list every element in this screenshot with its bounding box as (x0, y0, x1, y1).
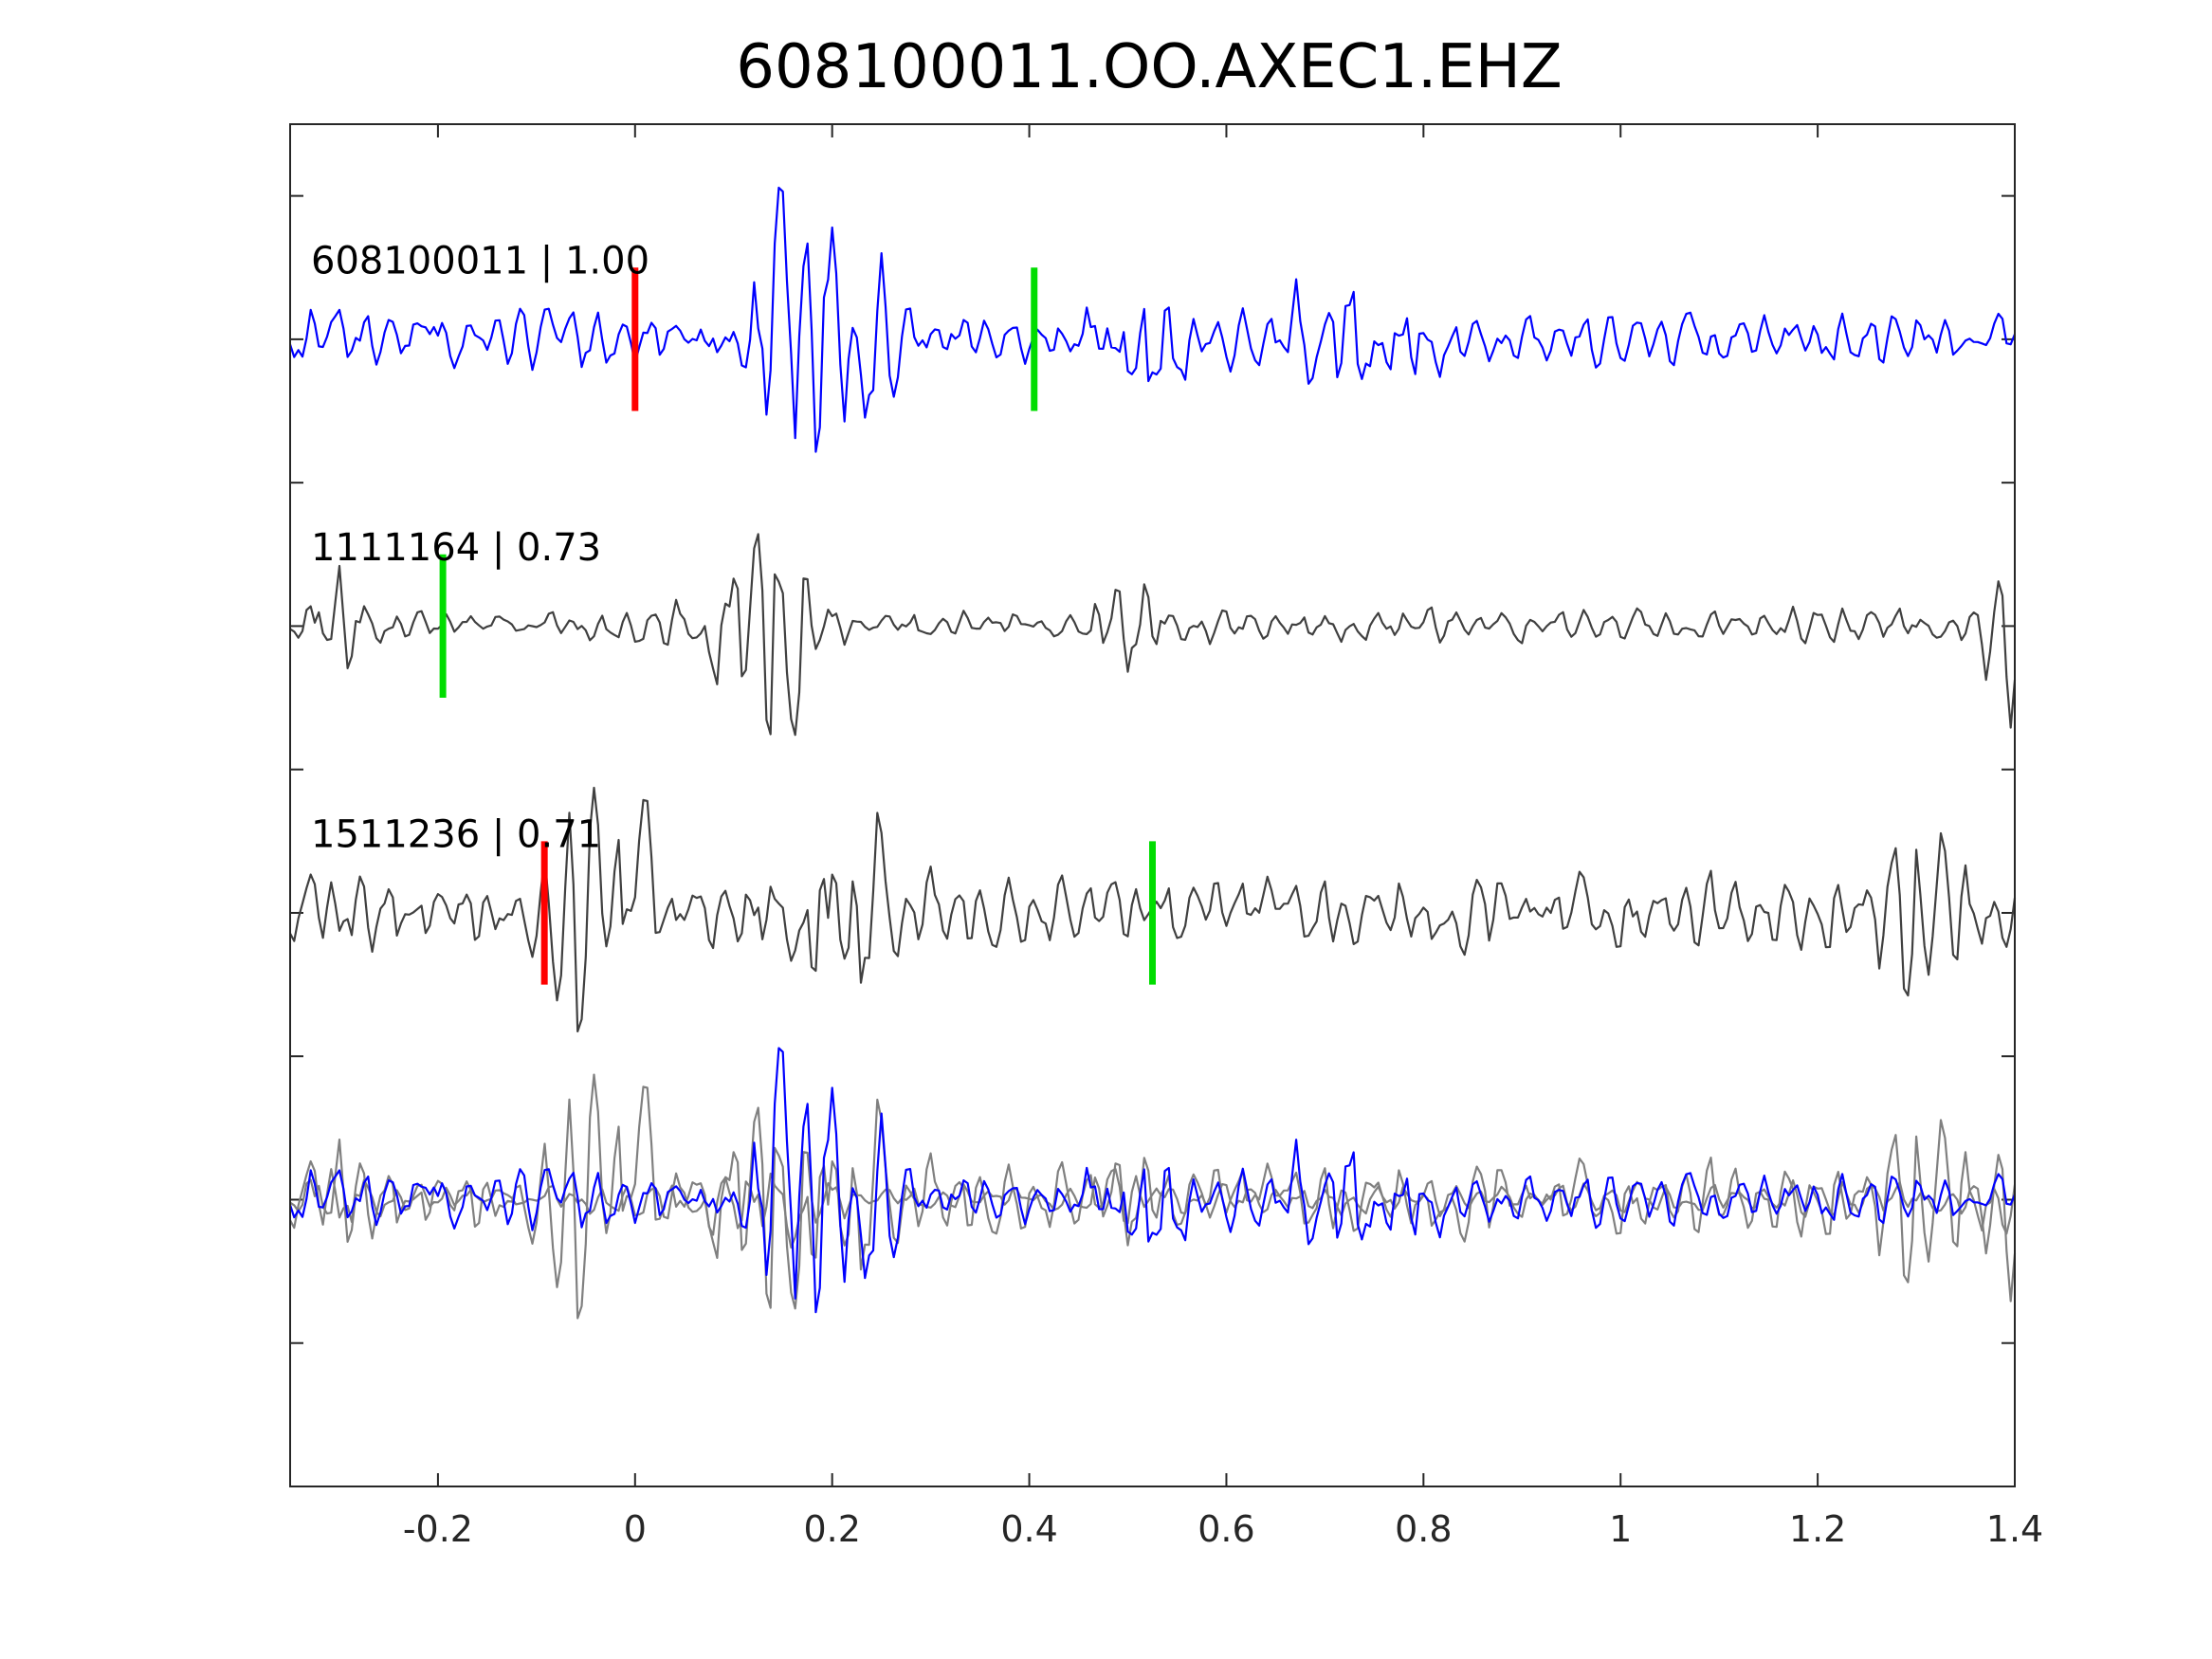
trace-label: 608100011 | 1.00 (311, 239, 649, 283)
trace-label: 1511236 | 0.71 (311, 812, 601, 856)
x-tick-label: 0 (624, 1508, 647, 1550)
x-tick-labels: -0.2 0 0.2 0.4 0.6 0.8 1 1.2 1.4 (403, 1508, 2043, 1550)
x-tick-label: 1 (1609, 1508, 1632, 1550)
waveform-traces (288, 186, 2017, 1320)
x-tick-label: -0.2 (403, 1508, 473, 1550)
x-tick-label: 0.4 (1000, 1508, 1057, 1550)
axis-ticks (290, 124, 2016, 1486)
x-tick-label: 0.2 (803, 1508, 860, 1550)
x-tick-label: 0.8 (1395, 1508, 1452, 1550)
trace-label: 1111164 | 0.73 (311, 526, 601, 570)
chart-title: 608100011.OO.AXEC1.EHZ (736, 32, 1563, 102)
x-tick-label: 1.2 (1789, 1508, 1846, 1550)
trace-labels: 608100011 | 1.00 1111164 | 0.73 1511236 | … (311, 239, 649, 856)
trace-1 (288, 186, 2017, 453)
plot-frame (289, 123, 2016, 1487)
trace-2 (289, 533, 2017, 737)
overlay-trace-1 (288, 1047, 2017, 1314)
overlay-trace-3 (289, 1073, 2017, 1320)
x-tick-label: 0.6 (1197, 1508, 1254, 1550)
x-tick-label: 1.4 (1986, 1508, 2043, 1550)
phase-picks (439, 267, 1156, 985)
